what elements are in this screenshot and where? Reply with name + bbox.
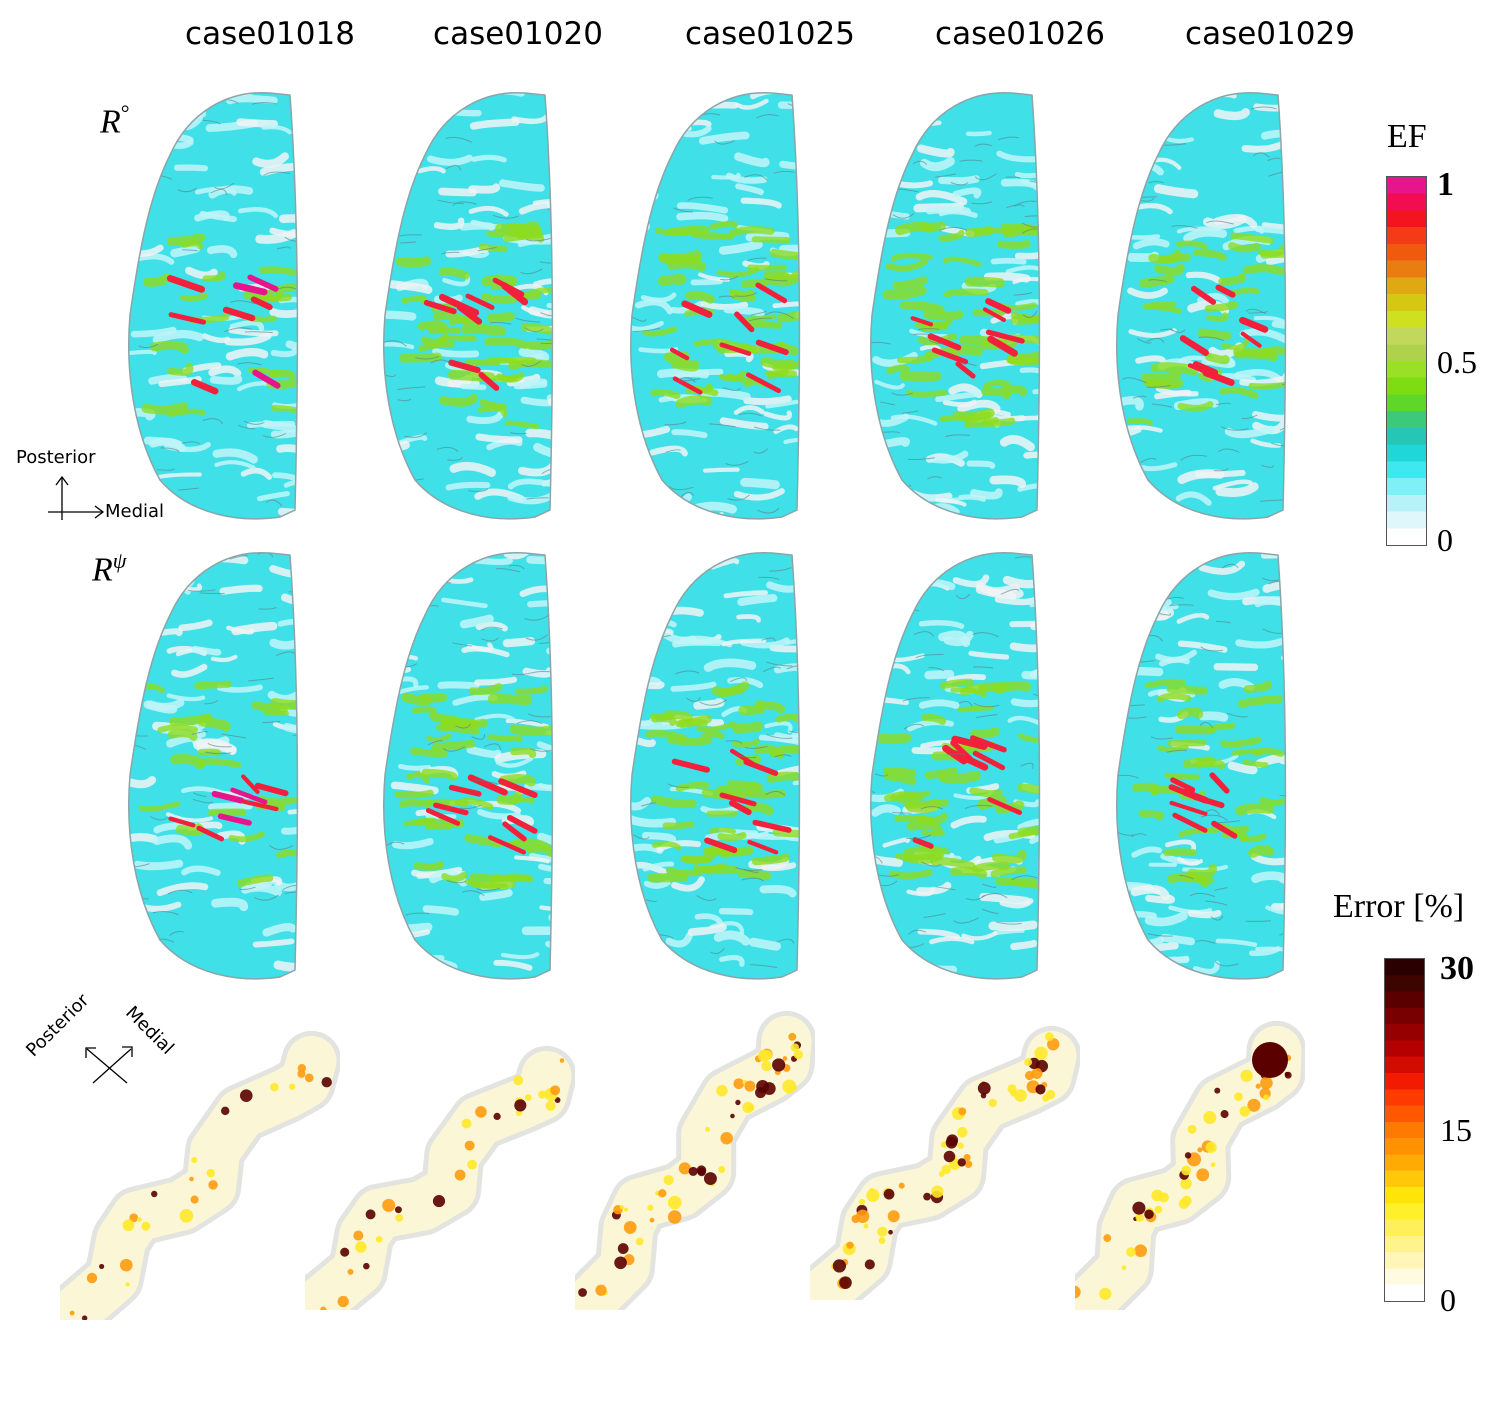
brain-ef-r-circ-case01025 [630,91,801,520]
brain-ef-r-circ-case01020 [383,91,554,520]
brain-ef-r-psi-case01018 [128,551,299,980]
colorbar-error-tick-15: 15 [1440,1112,1472,1148]
row-label-r-circ: R° [100,100,130,141]
colorbar-ef-tick-0: 0 [1437,522,1453,558]
colorbar-error-tick-30: 30 [1440,950,1474,987]
column-label-case01026: case01026 [935,16,1105,52]
axis-label-posterior-top: Posterior [16,447,96,468]
brain-ef-r-psi-case01026 [870,551,1041,980]
row-label-r-psi: Rψ [92,548,127,589]
colorbar-ef-title: EF [1387,118,1427,155]
error-map-case01025 [575,1010,815,1310]
orientation-arrows-top [48,475,105,520]
column-label-case01018: case01018 [185,16,355,52]
colorbar-error [1384,958,1425,1302]
error-map-case01020 [305,1045,575,1310]
axis-label-medial-top: Medial [105,501,165,522]
brain-ef-r-circ-case01029 [1116,91,1287,520]
column-label-case01025: case01025 [685,16,855,52]
colorbar-error-tick-0: 0 [1440,1282,1456,1318]
colorbar-ef-tick-1: 1 [1437,166,1454,203]
brain-ef-r-psi-case01025 [630,551,801,980]
colorbar-ef [1386,176,1427,546]
error-map-case01029 [1075,1020,1305,1310]
brain-ef-r-circ-case01026 [870,91,1041,520]
orientation-arrows-bottom [85,1046,133,1084]
error-map-case01026 [810,1025,1080,1300]
error-map-case01018 [60,1030,340,1320]
brain-ef-r-psi-case01020 [383,551,554,980]
column-label-case01020: case01020 [433,16,603,52]
column-label-case01029: case01029 [1185,16,1355,52]
colorbar-ef-tick-0.5: 0.5 [1437,344,1477,380]
brain-ef-r-psi-case01029 [1116,551,1287,980]
brain-ef-r-circ-case01018 [128,91,299,520]
colorbar-error-title: Error [%] [1333,888,1465,925]
